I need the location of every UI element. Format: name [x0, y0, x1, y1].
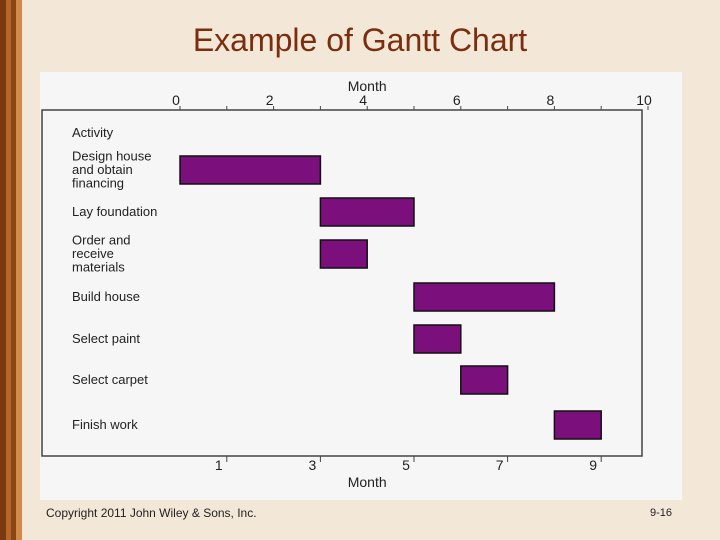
bottom-axis-tick-label: 3: [309, 457, 317, 473]
gantt-chart: 0 2 4 6 8 10 Month 1 3 5 7 9 Month Activity Design hou…: [41, 78, 652, 490]
chart-panel: 0 2 4 6 8 10 Month 1 3 5 7 9 Month Activity Design hou…: [40, 72, 682, 500]
task-label: Select carpet: [72, 372, 148, 387]
top-axis-tick-label: 0: [172, 92, 180, 108]
top-axis-tick-label: 4: [359, 92, 367, 108]
bottom-axis-tick-label: 1: [215, 457, 223, 473]
task-label: Select paint: [72, 331, 140, 346]
top-axis-tick-label: 2: [266, 92, 274, 108]
top-axis-tick-label: 6: [453, 92, 461, 108]
activity-header: Activity: [72, 125, 114, 140]
task-bar: [413, 282, 556, 312]
top-axis-tick-label: 8: [547, 92, 555, 108]
decorative-side-stripe: [0, 0, 22, 540]
bottom-axis-tick-label: 5: [402, 457, 410, 473]
task-bar: [319, 197, 415, 227]
task-bar: [319, 239, 368, 269]
task-bar: [553, 410, 602, 440]
bottom-axis-label: Month: [348, 474, 387, 490]
bottom-axis-tick-label: 7: [496, 457, 504, 473]
task-label: Order and receive materials: [72, 233, 131, 275]
top-axis-label: Month: [348, 78, 387, 94]
copyright-text: Copyright 2011 John Wiley & Sons, Inc.: [46, 506, 257, 520]
task-label: Design house and obtain financing: [72, 149, 152, 191]
task-label: Build house: [72, 289, 140, 304]
top-axis-tick-label: 10: [636, 92, 652, 108]
task-bar: [413, 324, 462, 354]
bottom-axis-tick-label: 9: [589, 457, 597, 473]
slide-title: Example of Gantt Chart: [192, 22, 528, 58]
task-bar: [179, 155, 322, 185]
task-label: Finish work: [72, 417, 138, 432]
task-label: Lay foundation: [72, 204, 157, 219]
page-number: 9-16: [650, 507, 673, 519]
task-bar: [460, 365, 509, 395]
